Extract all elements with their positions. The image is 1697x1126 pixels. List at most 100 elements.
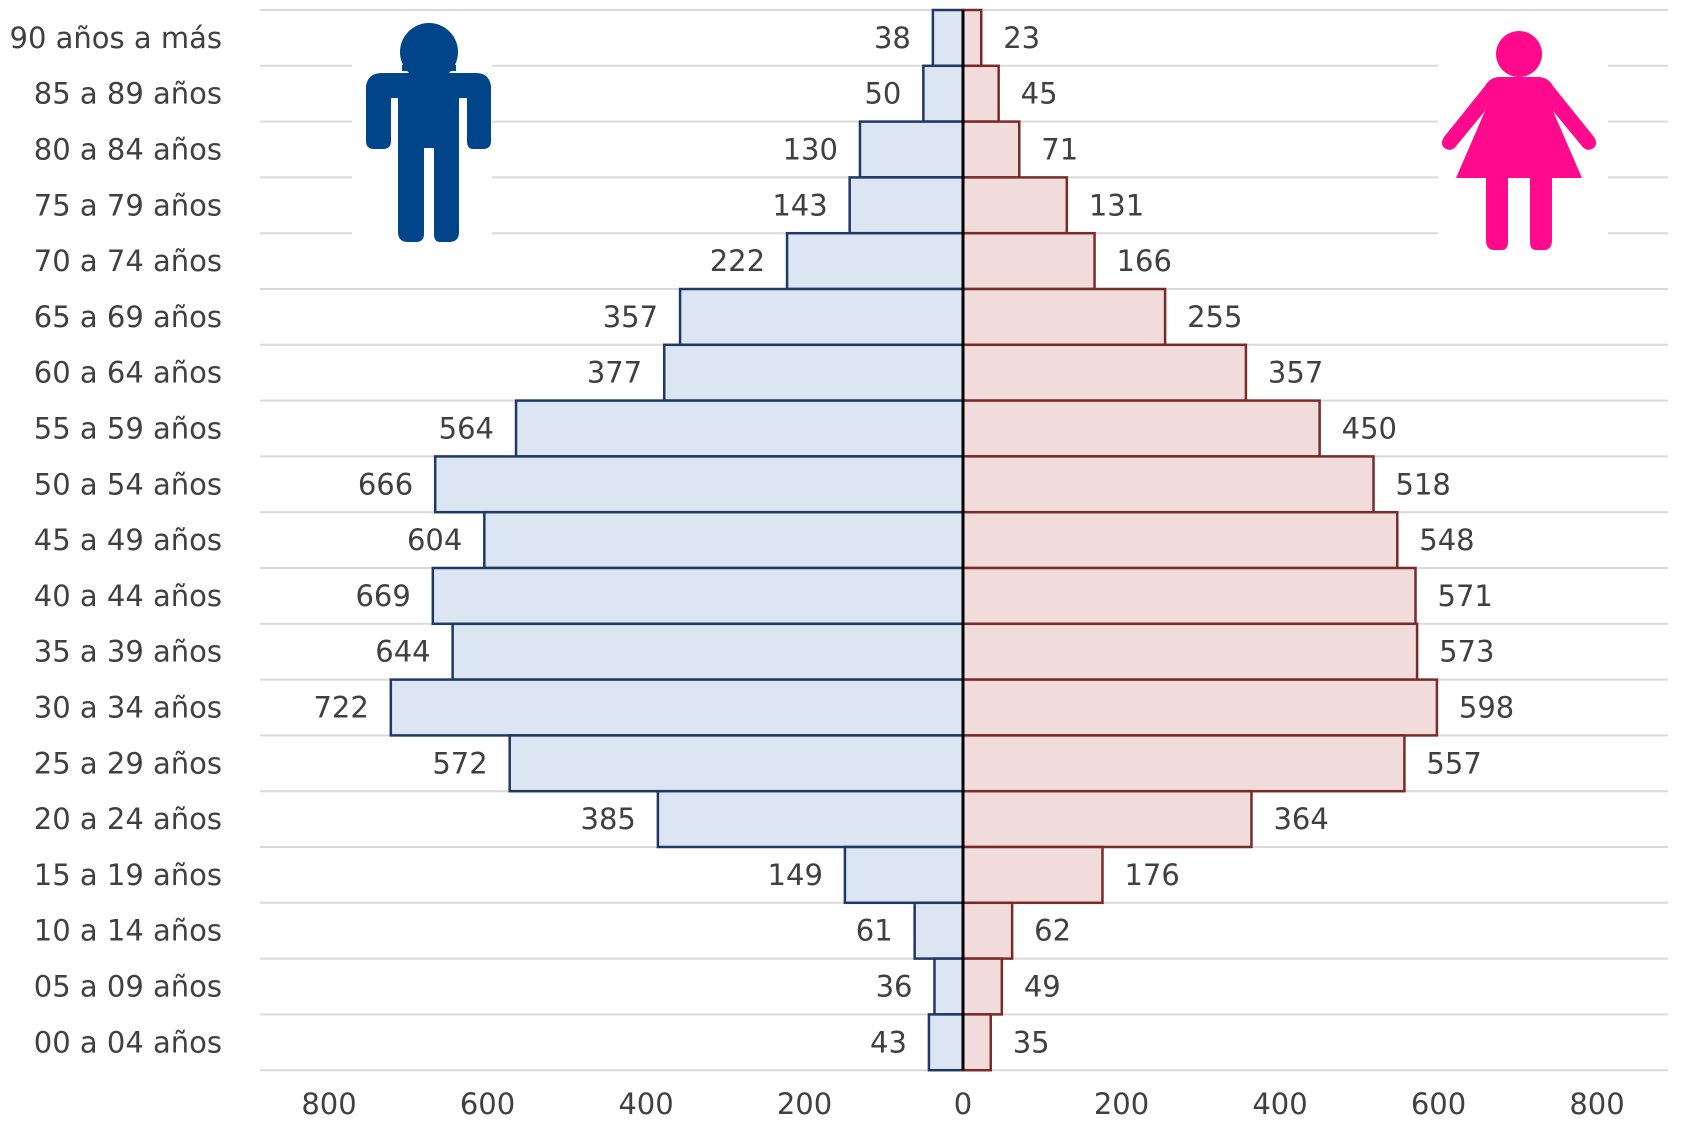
female-value-label: 573 — [1439, 635, 1494, 669]
male-bar — [514, 399, 965, 458]
male-bar — [922, 64, 965, 123]
female-bar — [961, 8, 983, 68]
female-bar — [961, 622, 1419, 681]
male-value-label: 357 — [603, 300, 658, 334]
female-bar — [961, 231, 1096, 291]
female-value-label: 45 — [1021, 77, 1058, 111]
male-value-label: 50 — [864, 77, 901, 111]
category-label: 60 a 64 años — [34, 356, 222, 390]
female-value-label: 364 — [1273, 802, 1328, 836]
female-value-label: 176 — [1124, 858, 1179, 892]
category-label: 20 a 24 años — [34, 802, 222, 836]
female-value-label: 557 — [1426, 746, 1481, 780]
x-axis-tick-labels: 800 600 400 200 0 200 400 600 800 — [301, 1087, 1624, 1121]
male-bar — [931, 8, 965, 68]
male-value-label: 572 — [432, 746, 487, 780]
male-bar — [483, 510, 965, 570]
female-value-label: 548 — [1419, 523, 1474, 557]
male-value-label: 43 — [870, 1025, 907, 1059]
male-value-label: 36 — [876, 970, 913, 1004]
category-label: 30 a 34 años — [34, 691, 222, 725]
female-bar — [961, 1013, 992, 1072]
category-label: 90 años a más — [10, 21, 222, 55]
female-bar — [961, 901, 1014, 960]
category-label: 00 a 04 años — [34, 1025, 222, 1059]
x-tick-label: 600 — [1411, 1087, 1466, 1121]
male-bar — [848, 176, 965, 235]
female-value-label: 49 — [1024, 970, 1061, 1004]
female-bar — [961, 789, 1253, 849]
x-tick-label: 800 — [301, 1087, 356, 1121]
female-bar — [961, 957, 1004, 1016]
female-bar — [961, 343, 1248, 402]
category-label: 65 a 69 años — [34, 300, 222, 334]
male-bar — [678, 287, 965, 347]
female-value-label: 518 — [1396, 467, 1451, 501]
x-tick-label: 200 — [777, 1087, 832, 1121]
value-labels: 38 23 50 45 130 71 143 131 222 166 357 255 377 357 564… — [313, 21, 1514, 1059]
male-bar — [508, 734, 965, 793]
male-bar — [656, 789, 965, 849]
category-label: 15 a 19 años — [34, 858, 222, 892]
female-value-label: 357 — [1268, 356, 1323, 390]
male-bar — [913, 901, 965, 960]
female-value-label: 166 — [1117, 244, 1172, 278]
male-value-label: 143 — [772, 188, 827, 222]
male-value-label: 61 — [856, 914, 893, 948]
male-value-label: 130 — [783, 133, 838, 167]
male-value-label: 669 — [355, 579, 410, 613]
x-tick-label: 800 — [1569, 1087, 1624, 1121]
x-tick-label: 600 — [460, 1087, 515, 1121]
female-value-label: 571 — [1438, 579, 1493, 613]
female-bar — [961, 120, 1021, 179]
male-bar — [858, 120, 965, 179]
category-label: 05 a 09 años — [34, 970, 222, 1004]
category-label: 25 a 29 años — [34, 746, 222, 780]
male-value-label: 377 — [587, 356, 642, 390]
x-tick-label: 0 — [954, 1087, 972, 1121]
female-bar — [961, 64, 1000, 123]
male-value-label: 722 — [313, 691, 368, 725]
male-bar — [389, 678, 965, 737]
category-label: 10 a 14 años — [34, 914, 222, 948]
male-bar — [431, 566, 965, 626]
icons — [366, 23, 1597, 250]
male-value-label: 644 — [375, 635, 430, 669]
male-bar — [451, 622, 965, 681]
female-bar — [961, 176, 1069, 235]
female-value-label: 450 — [1342, 412, 1397, 446]
male-bar — [662, 343, 965, 402]
male-value-label: 385 — [581, 802, 636, 836]
female-bar — [961, 510, 1399, 570]
male-value-label: 666 — [358, 467, 413, 501]
category-label: 75 a 79 años — [34, 188, 222, 222]
female-value-label: 62 — [1034, 914, 1071, 948]
female-bar — [961, 845, 1104, 905]
x-tick-label: 200 — [1094, 1087, 1149, 1121]
category-label: 55 a 59 años — [34, 412, 222, 446]
male-bar — [843, 845, 965, 905]
category-label: 45 a 49 años — [34, 523, 222, 557]
category-label: 70 a 74 años — [34, 244, 222, 278]
x-tick-label: 400 — [618, 1087, 673, 1121]
male-value-label: 564 — [439, 412, 494, 446]
male-figure-icon — [366, 23, 491, 242]
female-bar — [961, 566, 1417, 626]
female-figure-icon — [1441, 31, 1597, 250]
male-bar — [933, 957, 965, 1016]
female-bar — [961, 455, 1375, 514]
category-label: 85 a 89 años — [34, 77, 222, 111]
category-label: 80 a 84 años — [34, 133, 222, 167]
female-bar — [961, 734, 1406, 793]
male-value-label: 149 — [768, 858, 823, 892]
female-value-label: 598 — [1459, 691, 1514, 725]
female-bar — [961, 399, 1321, 458]
x-tick-label: 400 — [1252, 1087, 1307, 1121]
female-value-label: 131 — [1089, 188, 1144, 222]
male-bar — [785, 231, 965, 291]
category-labels: 90 años a más 85 a 89 años 80 a 84 años 75 … — [10, 21, 222, 1059]
female-value-label: 23 — [1003, 21, 1040, 55]
male-value-label: 222 — [710, 244, 765, 278]
male-bar — [433, 455, 965, 514]
